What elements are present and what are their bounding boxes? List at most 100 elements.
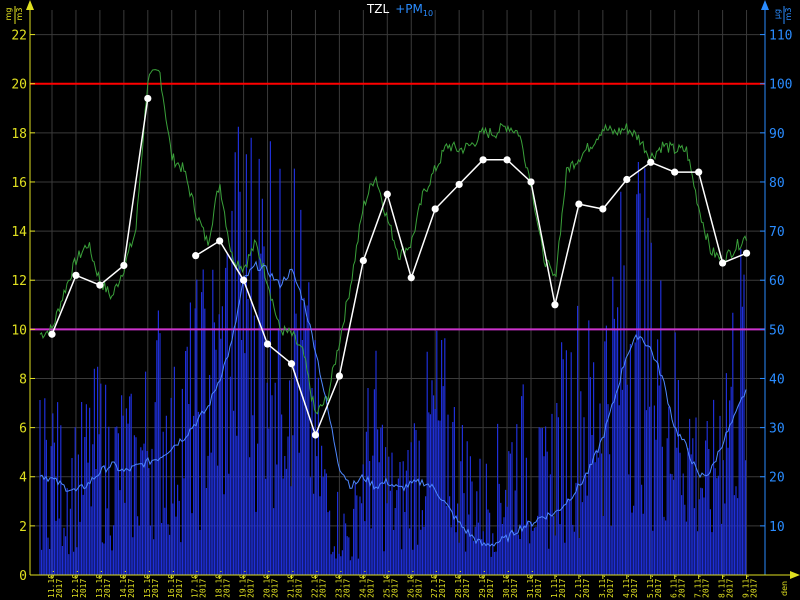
left-tick-label: 2 — [19, 520, 27, 535]
left-axis-unit-numerator: mg — [4, 8, 13, 21]
x-tick-label: 5.11. — [646, 574, 655, 598]
x-tick-label: 3.11. — [598, 574, 607, 598]
x-tick-label-year: 2017 — [534, 579, 543, 598]
x-tick-label-year: 2017 — [702, 579, 711, 598]
x-axis-ticks: 11.10. 2017 12.10. 2017 13.10. 2017 14.10. 2017… — [47, 569, 759, 598]
right-axis-arrow — [761, 0, 769, 10]
x-tick-label-year: 2017 — [247, 579, 256, 598]
tzl-data-point — [623, 175, 631, 184]
left-tick-label: 18 — [11, 127, 27, 142]
tzl-data-point — [48, 330, 56, 338]
x-tick-label: 24.10. — [358, 569, 367, 598]
pm10-line — [39, 260, 747, 547]
tzl-data-point — [503, 156, 511, 164]
left-tick-label: 6 — [19, 422, 27, 437]
tzl-data-point — [72, 271, 80, 279]
tzl-data-point — [599, 205, 607, 213]
left-axis-arrow — [26, 0, 34, 10]
right-tick-label: 50 — [769, 323, 785, 338]
left-tick-label: 14 — [11, 225, 27, 240]
tzl-data-point — [263, 340, 272, 348]
x-tick-label-year: 2017 — [55, 579, 64, 598]
x-tick-label-year: 2017 — [151, 579, 160, 598]
x-tick-label-year: 2017 — [606, 579, 615, 598]
title-main: TZL — [366, 2, 390, 16]
title-secondary: +PM — [395, 2, 423, 16]
left-tick-label: 10 — [11, 323, 27, 338]
right-axis-ticks: 10 20 30 40 50 60 70 80 90 100 110 — [760, 29, 792, 535]
tzl-daily-line — [195, 159, 747, 438]
x-tick-label-year: 2017 — [486, 579, 495, 598]
x-tick-label: 11.10. — [47, 569, 56, 598]
right-tick-label: 80 — [769, 176, 785, 191]
x-tick-label: 31.10. — [526, 569, 535, 598]
right-tick-label: 60 — [769, 274, 785, 289]
x-tick-label: 25.10. — [382, 569, 391, 598]
right-tick-label: 20 — [769, 471, 785, 486]
x-tick-label: 23.10. — [334, 569, 343, 598]
tzl-data-point — [431, 205, 439, 213]
x-tick-label: 2.11. — [574, 574, 583, 598]
x-tick-label: 12.10. — [71, 569, 80, 598]
tzl-data-point — [144, 94, 152, 103]
x-tick-label: 22.10. — [310, 569, 319, 598]
x-tick-label-year: 2017 — [726, 579, 735, 598]
tzl-data-point — [311, 431, 320, 439]
right-tick-label: 100 — [769, 78, 792, 93]
tzl-data-point — [455, 180, 463, 189]
right-tick-label: 40 — [769, 372, 785, 387]
tzl-data-point — [695, 168, 703, 176]
x-tick-label-year: 2017 — [366, 579, 375, 598]
x-tick-label-year: 2017 — [127, 579, 136, 598]
tzl-data-point — [120, 261, 128, 270]
x-axis-unit: den — [780, 581, 789, 596]
x-tick-label-year: 2017 — [318, 579, 327, 598]
x-tick-label-year: 2017 — [175, 579, 184, 598]
x-tick-label-year: 2017 — [558, 579, 567, 598]
x-tick-label: 13.10. — [95, 569, 104, 598]
x-tick-label: 4.11. — [622, 574, 631, 598]
x-tick-label-year: 2017 — [103, 579, 112, 598]
tzl-data-point — [383, 190, 391, 198]
tzl-markers — [48, 94, 751, 439]
x-tick-label-year: 2017 — [390, 579, 399, 598]
x-tick-label: 27.10. — [430, 569, 439, 598]
tzl-data-point — [647, 158, 655, 166]
x-tick-label-year: 2017 — [79, 579, 88, 598]
left-tick-label: 20 — [11, 78, 27, 93]
tzl-data-point — [527, 178, 535, 186]
x-tick-label: 15.10. — [143, 569, 152, 598]
x-tick-label-year: 2017 — [199, 579, 208, 598]
x-tick-label: 19.10. — [239, 569, 248, 598]
tzl-data-point — [479, 156, 487, 164]
tzl-data-point — [551, 301, 559, 309]
x-tick-label: 18.10. — [215, 569, 224, 598]
pm10-raw-series — [39, 126, 747, 575]
x-tick-label: 6.11. — [670, 574, 679, 598]
x-tick-label: 28.10. — [454, 569, 463, 598]
tzl-data-point — [216, 237, 224, 245]
x-tick-label: 20.10. — [263, 569, 272, 598]
right-axis-unit-numerator: µg — [773, 9, 782, 19]
tzl-data-point — [407, 274, 415, 282]
x-tick-label-year: 2017 — [654, 579, 663, 598]
tzl-data-point — [359, 256, 367, 265]
x-tick-label-year: 2017 — [582, 579, 591, 598]
series-lines — [39, 69, 747, 547]
x-tick-label-year: 2017 — [414, 579, 423, 598]
title-secondary-subscript: 10 — [423, 9, 433, 18]
left-tick-label: 8 — [19, 372, 27, 387]
tzl-data-point — [240, 276, 248, 284]
limit-lines — [30, 82, 765, 331]
left-axis-ticks: 0 2 4 6 8 10 12 14 16 18 20 22 — [11, 29, 35, 584]
x-tick-label: 8.11. — [718, 574, 727, 598]
tzl-data-point — [335, 372, 343, 380]
x-tick-label-year: 2017 — [271, 579, 280, 598]
right-tick-label: 90 — [769, 127, 785, 142]
right-tick-label: 110 — [769, 29, 792, 44]
x-tick-label-year: 2017 — [510, 579, 519, 598]
tzl-data-point — [671, 168, 679, 176]
tzl-data-point — [192, 252, 200, 260]
right-axis-unit-denominator: m3 — [784, 8, 793, 21]
